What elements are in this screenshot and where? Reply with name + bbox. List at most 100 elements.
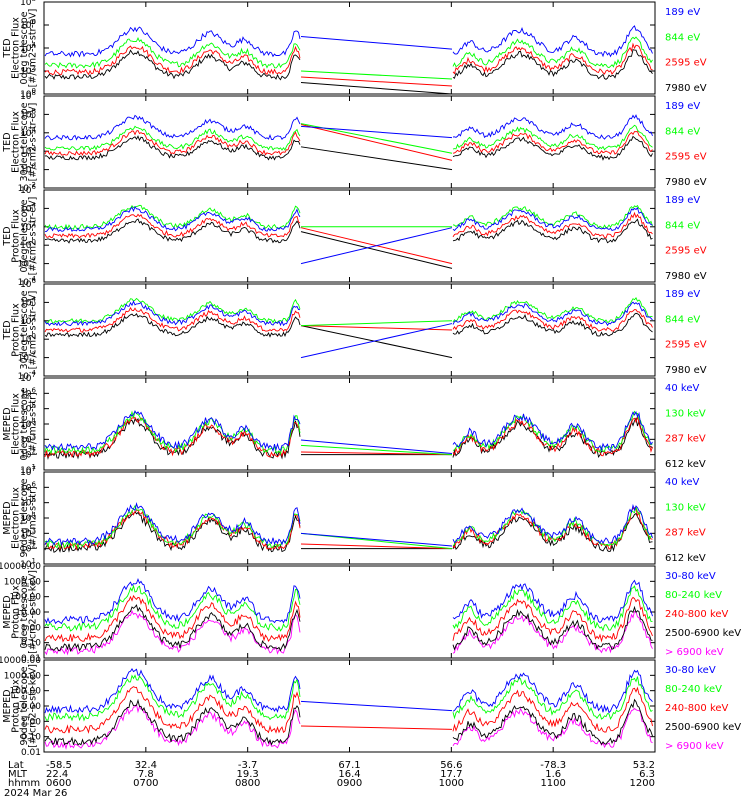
gap-interpolation-line	[300, 325, 453, 331]
series-line	[452, 605, 653, 651]
y-tick-label: 1.00	[21, 623, 41, 633]
y-axis-label: 0deg telescope	[19, 11, 30, 84]
channel-label: > 6900 keV	[665, 647, 724, 658]
hhmm-value: 0600	[46, 778, 71, 789]
channel-label: 240-800 keV	[665, 609, 729, 620]
gap-interpolation-line	[300, 124, 453, 161]
gap-interpolation-line	[300, 146, 453, 171]
y-axis-label: Proton Flux	[11, 585, 22, 639]
y-axis-label: [#/cm2-s-str-eV]	[28, 9, 39, 88]
gap-interpolation-line	[300, 70, 453, 80]
channel-label: 2595 eV	[665, 246, 707, 257]
gap-interpolation-line	[300, 82, 453, 95]
series-line	[452, 135, 653, 161]
gap-interpolation-line	[300, 125, 453, 139]
channel-label: 7980 eV	[665, 83, 707, 94]
lat-value: 67.1	[338, 760, 360, 771]
y-axis-label: Proton Flux	[11, 679, 22, 733]
mlt-value: 22.4	[46, 769, 68, 780]
mlt-value: 19.3	[237, 769, 259, 780]
series-line	[44, 37, 301, 69]
series-line	[44, 410, 301, 455]
y-axis-label: 30deg telescope	[19, 102, 30, 181]
channel-label: 7980 eV	[665, 271, 707, 282]
y-axis-label: 0deg telescope	[19, 199, 30, 272]
series-line	[452, 218, 653, 244]
series-line	[452, 309, 653, 332]
series-line	[44, 26, 301, 58]
series-line	[44, 604, 301, 652]
series-line	[452, 297, 653, 323]
y-axis-label: Proton Flux	[11, 303, 22, 357]
series-line	[452, 211, 653, 239]
series-line	[452, 686, 653, 733]
series-line	[44, 509, 301, 551]
mlt-value: 16.4	[338, 769, 360, 780]
hhmm-value: 1100	[540, 778, 565, 789]
series-line	[452, 505, 653, 547]
gap-interpolation-line	[300, 543, 453, 550]
channel-label: 130 keV	[665, 408, 706, 419]
y-axis-label: MEPED	[2, 407, 13, 440]
y-axis-label: MEPED	[2, 501, 13, 534]
series-line	[452, 410, 653, 453]
series-line	[452, 585, 653, 632]
y-axis-label: 30deg telescope	[19, 290, 30, 369]
gap-interpolation-line	[300, 231, 453, 269]
y-axis-label: [#/cm2-s-str-eV]	[28, 291, 39, 370]
series-line	[44, 504, 301, 550]
series-line	[452, 301, 653, 327]
y-tick-label: 108	[20, 0, 36, 8]
hhmm-value: 0700	[133, 778, 158, 789]
y-axis-label: Electron Flux	[11, 17, 22, 79]
channel-label: 287 keV	[665, 434, 706, 445]
series-line	[452, 415, 653, 457]
y-axis-label: 0deg telescope	[19, 575, 30, 648]
series-line	[452, 114, 653, 140]
gap-interpolation-line	[300, 444, 453, 456]
y-axis-label: [#/cm2-s-str-keV]	[28, 664, 39, 748]
channel-label: 612 keV	[665, 459, 706, 470]
series-line	[452, 206, 653, 232]
y-tick-label: 1.00	[21, 717, 41, 727]
y-axis-label: 90deg telescope	[19, 478, 30, 557]
lat-value: 56.6	[440, 760, 462, 771]
series-line	[452, 512, 653, 553]
gap-interpolation-line	[300, 227, 453, 265]
lat-value: -3.7	[238, 760, 258, 771]
gap-interpolation-line	[300, 451, 453, 456]
lat-value: -58.5	[46, 760, 72, 771]
series-line	[452, 312, 653, 337]
hhmm-value: 0800	[235, 778, 260, 789]
series-line	[44, 416, 301, 458]
gap-interpolation-line	[300, 325, 453, 359]
series-line	[44, 218, 301, 244]
series-line	[44, 205, 301, 233]
plot-frame	[43, 189, 656, 283]
y-axis-label: TED	[2, 132, 13, 152]
series-line	[44, 306, 301, 333]
series-line	[44, 410, 301, 453]
channel-label: 189 eV	[665, 7, 700, 18]
y-axis-label: Proton Flux	[11, 209, 22, 263]
series-line	[44, 584, 301, 632]
y-axis-label: [#/cm2-s-str]	[28, 392, 39, 455]
lat-value: 32.4	[135, 760, 157, 771]
lat-value: 53.2	[633, 760, 655, 771]
lat-row-label: Lat	[8, 760, 24, 771]
y-tick-label: 10.00	[15, 702, 41, 712]
panel-7: 0.01 0.10 1.00 10.00 100.00 1000.00 10000.00 ME…	[0, 562, 741, 664]
mlt-value: 6.3	[639, 769, 655, 780]
channel-label: 7980 eV	[665, 177, 707, 188]
channel-label: 2500-6900 keV	[665, 722, 741, 733]
y-axis-label: MEPED	[2, 595, 13, 628]
series-line	[452, 42, 653, 75]
series-line	[44, 129, 301, 156]
series-line	[44, 125, 301, 152]
